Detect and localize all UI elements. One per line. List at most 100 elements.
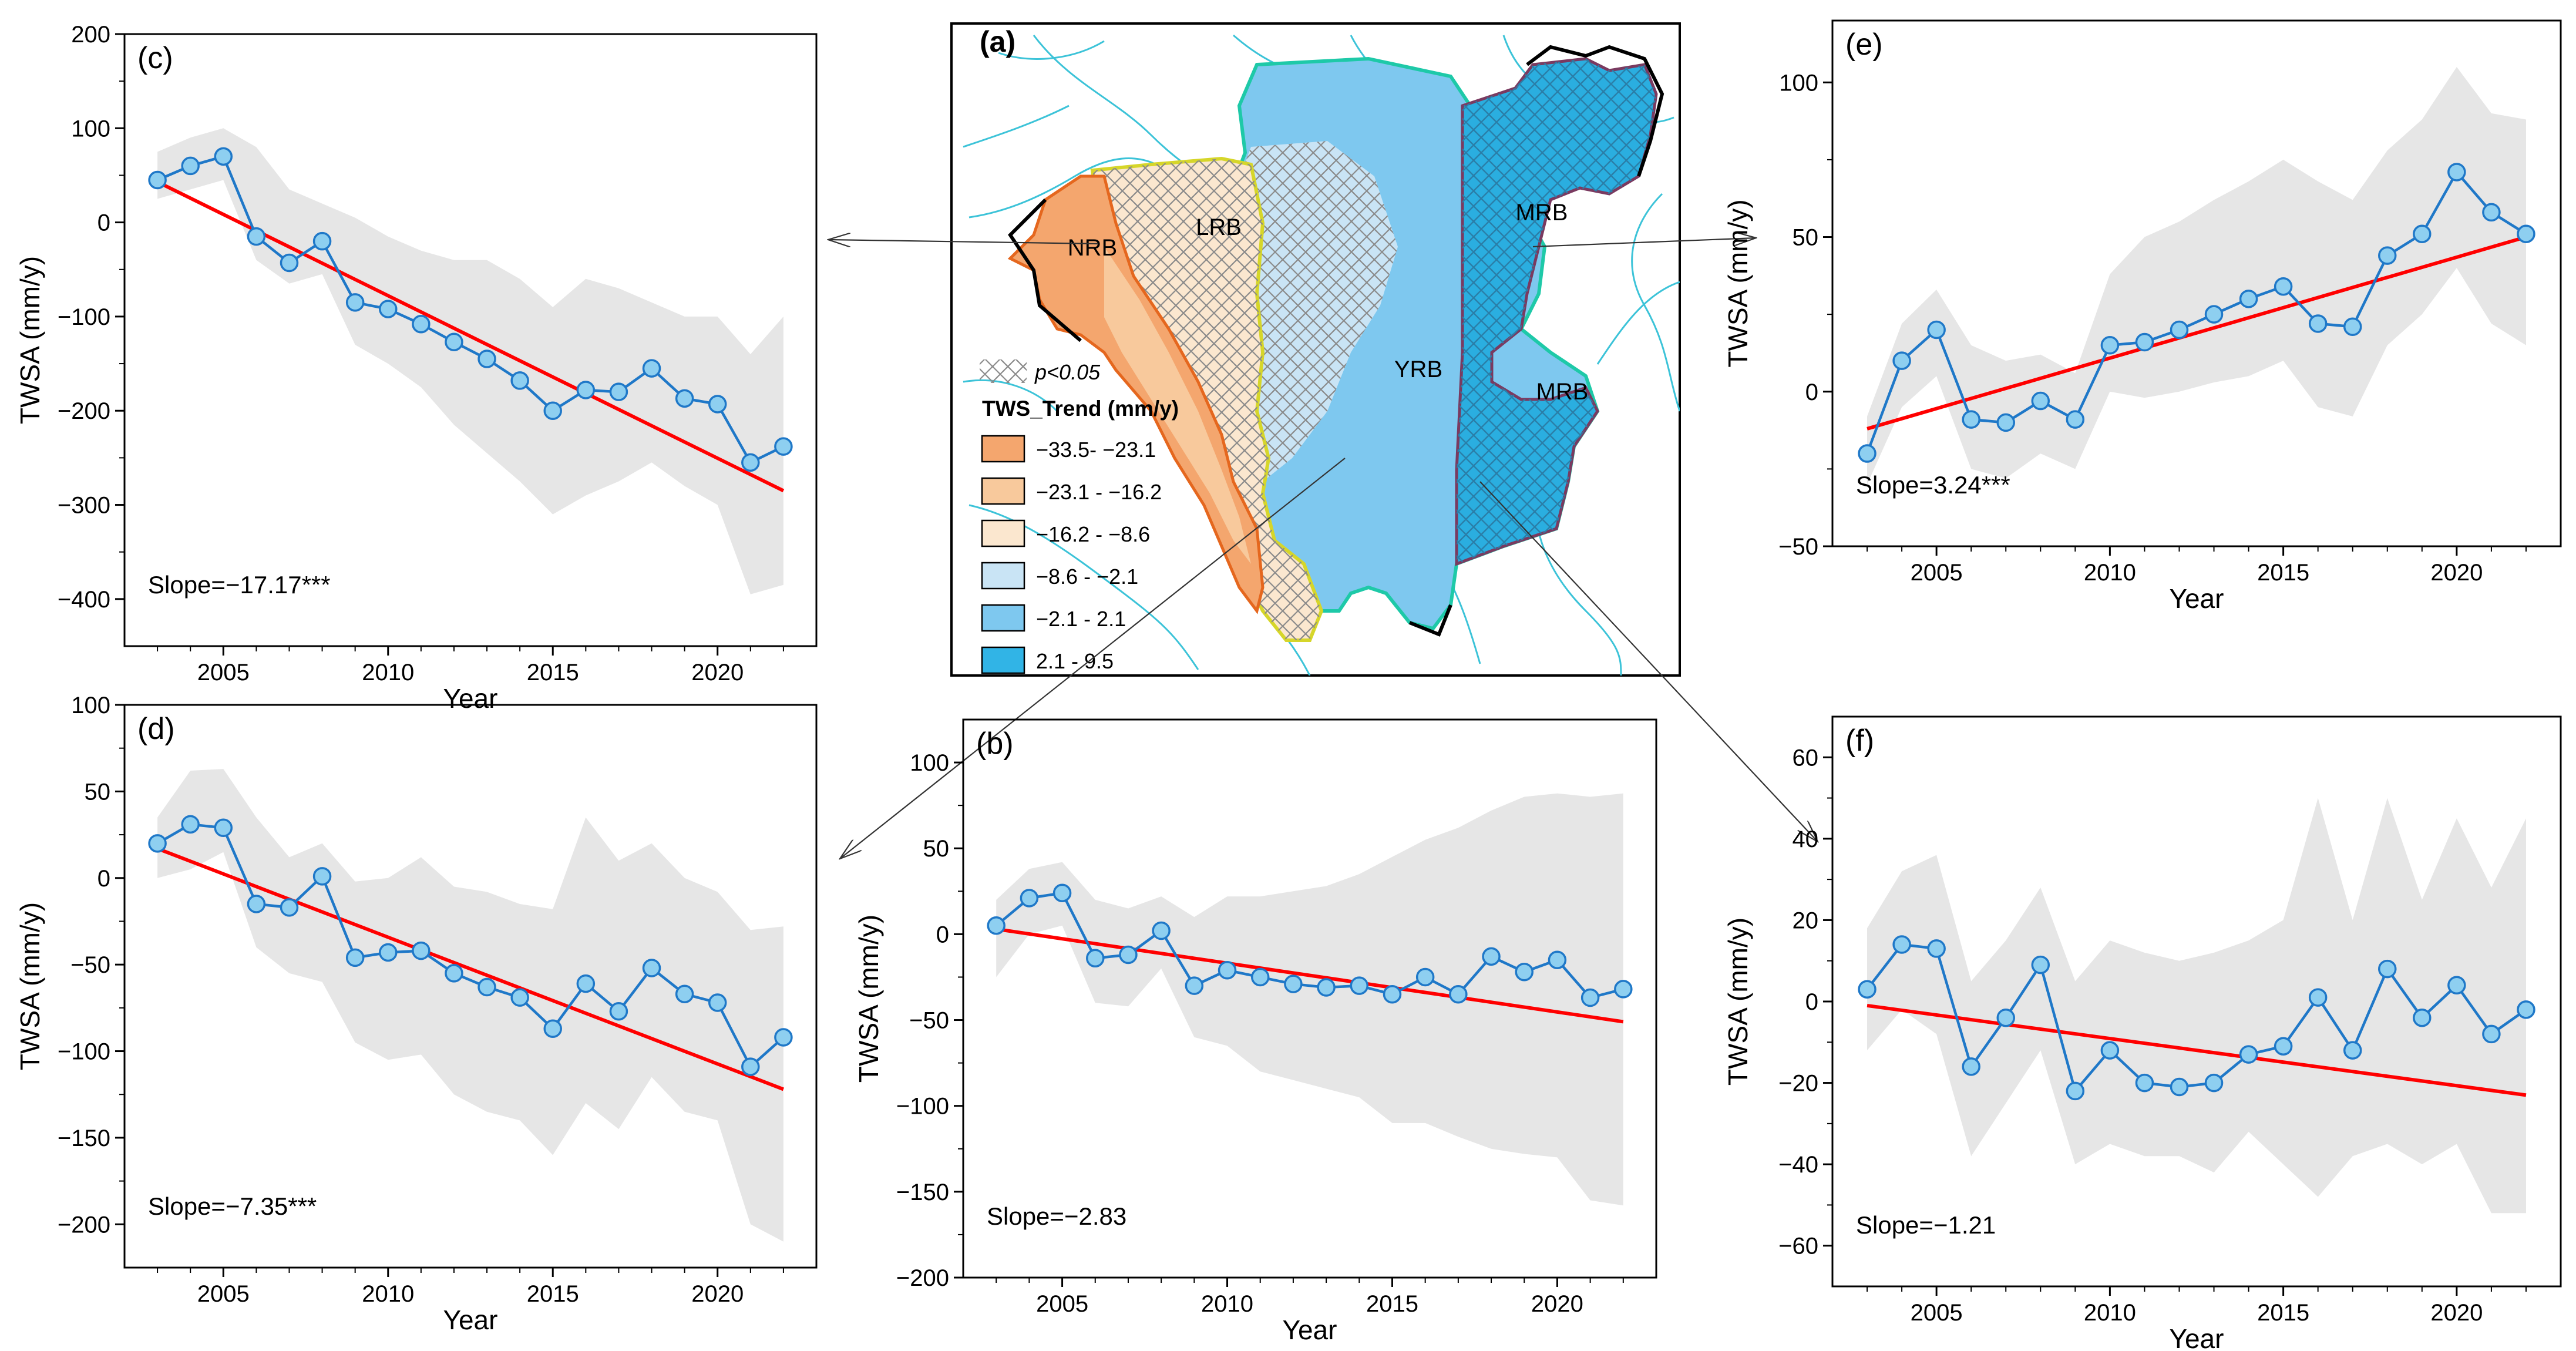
data-point [1449,984,1468,1004]
data-point [609,382,628,401]
data-point [148,170,167,190]
data-point [2135,332,2154,352]
trend-line [1867,1003,2527,1097]
data-point [774,1028,793,1047]
data-point [2447,976,2466,995]
legend-label-4: −2.1 - 2.1 [1036,607,1126,631]
map-basin-mrb-hatch [1457,59,1656,564]
data-point [2343,1041,2362,1060]
legend-swatch-0 [981,435,1025,463]
data-point [2066,410,2085,429]
y-tick-label: 0 [936,922,949,947]
x-tick-label: 2005 [1911,560,1963,586]
data-point [642,959,661,977]
y-axis-label: TWSA (mm/y) [15,902,45,1070]
map-basin-yrb-hatch [1233,141,1398,482]
data-point [280,253,299,273]
map-label-nrb: NRB [1068,235,1117,261]
data-point [1152,921,1171,940]
x-axis-label: Year [443,1305,498,1335]
data-point [345,948,365,967]
y-tick-label: 100 [71,116,110,142]
x-tick-label: 2015 [1366,1291,1418,1317]
panel-b: −200 −150 −100 −50 0 50 100 2005 2010 2015 2020 Yea… [853,718,1657,1345]
data-point [2031,955,2050,974]
data-point [2378,246,2397,265]
y-tick-label: 20 [1793,908,1819,933]
data-point [1218,961,1237,980]
data-point [1515,962,1534,982]
data-point [345,293,365,312]
y-tick-label: 50 [85,779,111,805]
x-tick-label: 2020 [1531,1291,1583,1317]
y-tick-label: 60 [1793,745,1819,771]
data-point [412,314,431,334]
y-tick-label: −20 [1778,1071,1818,1097]
data-point [675,389,694,408]
y-tick-label: −150 [58,1125,110,1151]
data-point [2066,1081,2085,1101]
connector-arrows [828,238,1818,859]
legend-swatch-2 [981,519,1025,547]
x-axis-label: Year [1283,1315,1337,1345]
data-point [2308,988,2328,1007]
y-tick-label: 100 [910,750,949,776]
y-tick-label: 50 [923,836,950,862]
map-panel-a: NRB LRB YRB MRB MRB (a) p<0.05 TWS_Trend… [950,22,1681,677]
y-axis-label: TWSA (mm/y) [1723,918,1753,1085]
panel-label: (d) [137,712,175,746]
data-point [445,964,463,983]
panel-label: (e) [1845,28,1883,62]
y-tick-label: −100 [58,1039,110,1065]
data-point [2204,1073,2224,1093]
map-basin-nrb-light [1104,247,1251,564]
y-tick-label: −40 [1778,1152,1818,1178]
x-tick-label: 2010 [2084,560,2136,586]
data-point [379,943,398,962]
map-label-yrb: YRB [1394,357,1442,382]
data-point [412,941,431,960]
data-point [2482,1024,2501,1044]
legend-label-1: −23.1 - −16.2 [1036,480,1162,504]
arrow-to-c [828,240,1099,244]
data-point [148,834,167,853]
y-tick-label: −200 [896,1265,949,1291]
data-point [181,156,200,176]
y-tick-label: −60 [1778,1234,1818,1259]
y-tick-label: 100 [71,693,110,718]
data-point [1996,413,2015,432]
data-point [181,815,200,834]
data-point [1614,980,1633,999]
y-tick-label: 40 [1793,826,1819,852]
plot-frame [123,33,818,647]
data-point [510,988,529,1007]
data-point [1119,945,1138,964]
arrow-to-f [1479,481,1818,842]
data-point [987,916,1005,935]
data-point [1580,988,1600,1007]
data-point [2413,1008,2432,1027]
legend-swatch-3 [981,562,1025,590]
y-tick-label: −50 [1778,534,1818,560]
data-point [247,227,266,246]
legend-items: −33.5- −23.1 −23.1 - −16.2 −16.2 - −8.6 −8.… [981,435,1162,674]
data-point [247,895,266,913]
data-point [477,349,496,368]
x-tick-label: 2020 [2430,1300,2483,1326]
data-point [2170,1077,2189,1097]
y-tick-label: 0 [1805,989,1818,1015]
y-tick-label: −150 [896,1179,949,1205]
x-tick-label: 2010 [1201,1291,1253,1317]
data-point [708,993,727,1012]
data-point [214,147,233,166]
legend-label-2: −16.2 - −8.6 [1036,522,1150,546]
uncertainty-band [157,128,783,594]
data-point [1052,883,1072,902]
trend-line [1867,235,2527,431]
y-tick-label: −300 [58,493,110,519]
panel-f: −60 −40 −20 0 20 40 60 2005 2010 2015 2020 Year TWSA… [1723,715,2562,1351]
data-point [1927,939,1946,958]
slope-annotation: Slope=−7.35*** [148,1192,317,1220]
x-tick-label: 2005 [197,660,250,685]
